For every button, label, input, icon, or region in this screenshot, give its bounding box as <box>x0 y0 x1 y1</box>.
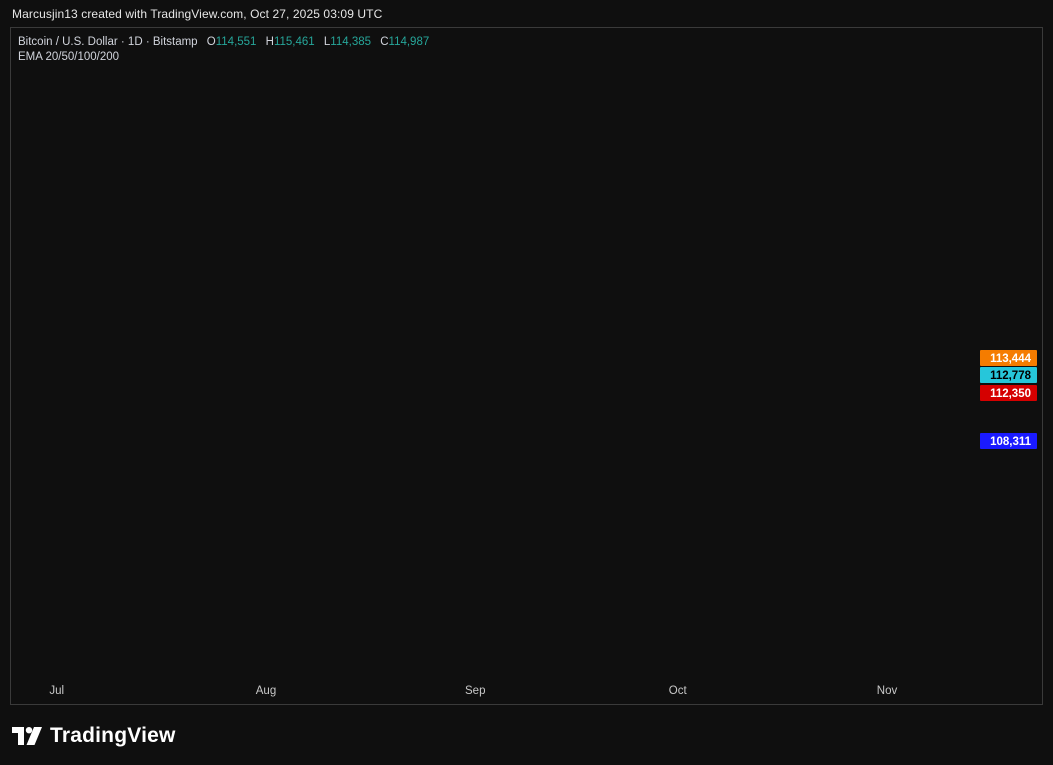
ema-tag-bg <box>980 385 1037 401</box>
time-tick-label: Jul <box>49 685 64 697</box>
price-tags: 122,000115,000112,000106,000113,444112,7… <box>980 350 1037 449</box>
ema-tag-label: 112,778 <box>990 370 1032 382</box>
low-label: L <box>323 36 331 48</box>
ema-tag-label: 108,311 <box>990 436 1032 448</box>
open-value: 114,551 <box>215 36 257 48</box>
time-axis[interactable]: Jul Aug Sep Oct Nov <box>49 685 897 697</box>
ema-price-tag: 112,778 <box>980 367 1037 383</box>
symbol-title[interactable]: Bitcoin / U.S. Dollar · 1D · Bitstamp <box>18 36 198 48</box>
high-value: 115,461 <box>273 36 315 48</box>
brand-wordmark: TradingView <box>50 724 176 747</box>
ema-tag-label: 112,350 <box>990 388 1031 400</box>
tradingview-logo-icon <box>12 727 42 745</box>
time-tick-label: Aug <box>256 685 276 697</box>
chart-legend: Bitcoin / U.S. Dollar · 1D · Bitstamp O1… <box>18 35 429 65</box>
ema-price-tag: 112,350 <box>980 385 1037 401</box>
close-value: 114,987 <box>388 36 430 48</box>
ema-tag-bg <box>980 367 1037 383</box>
close-label: C <box>380 36 389 48</box>
open-label: O <box>206 36 216 48</box>
low-value: 114,385 <box>330 36 372 48</box>
chart-attribution-caption: Marcusjin13 created with TradingView.com… <box>12 7 383 21</box>
chart-frame[interactable] <box>10 27 1043 705</box>
high-label: H <box>265 36 274 48</box>
legend-symbol-row: Bitcoin / U.S. Dollar · 1D · Bitstamp O1… <box>18 35 429 50</box>
ema-tag-bg <box>980 350 1037 366</box>
indicator-label[interactable]: EMA 20/50/100/200 <box>18 51 120 63</box>
time-tick-label: Nov <box>877 685 898 697</box>
ema-tag-bg <box>980 433 1037 449</box>
ema-tag-label: 113,444 <box>990 353 1032 365</box>
time-tick-label: Sep <box>465 685 485 697</box>
ema-price-tag: 108,311 <box>980 433 1037 449</box>
tradingview-brand[interactable]: TradingView <box>12 722 176 750</box>
ema-price-tag: 113,444 <box>980 350 1037 366</box>
time-tick-label: Oct <box>669 685 688 697</box>
